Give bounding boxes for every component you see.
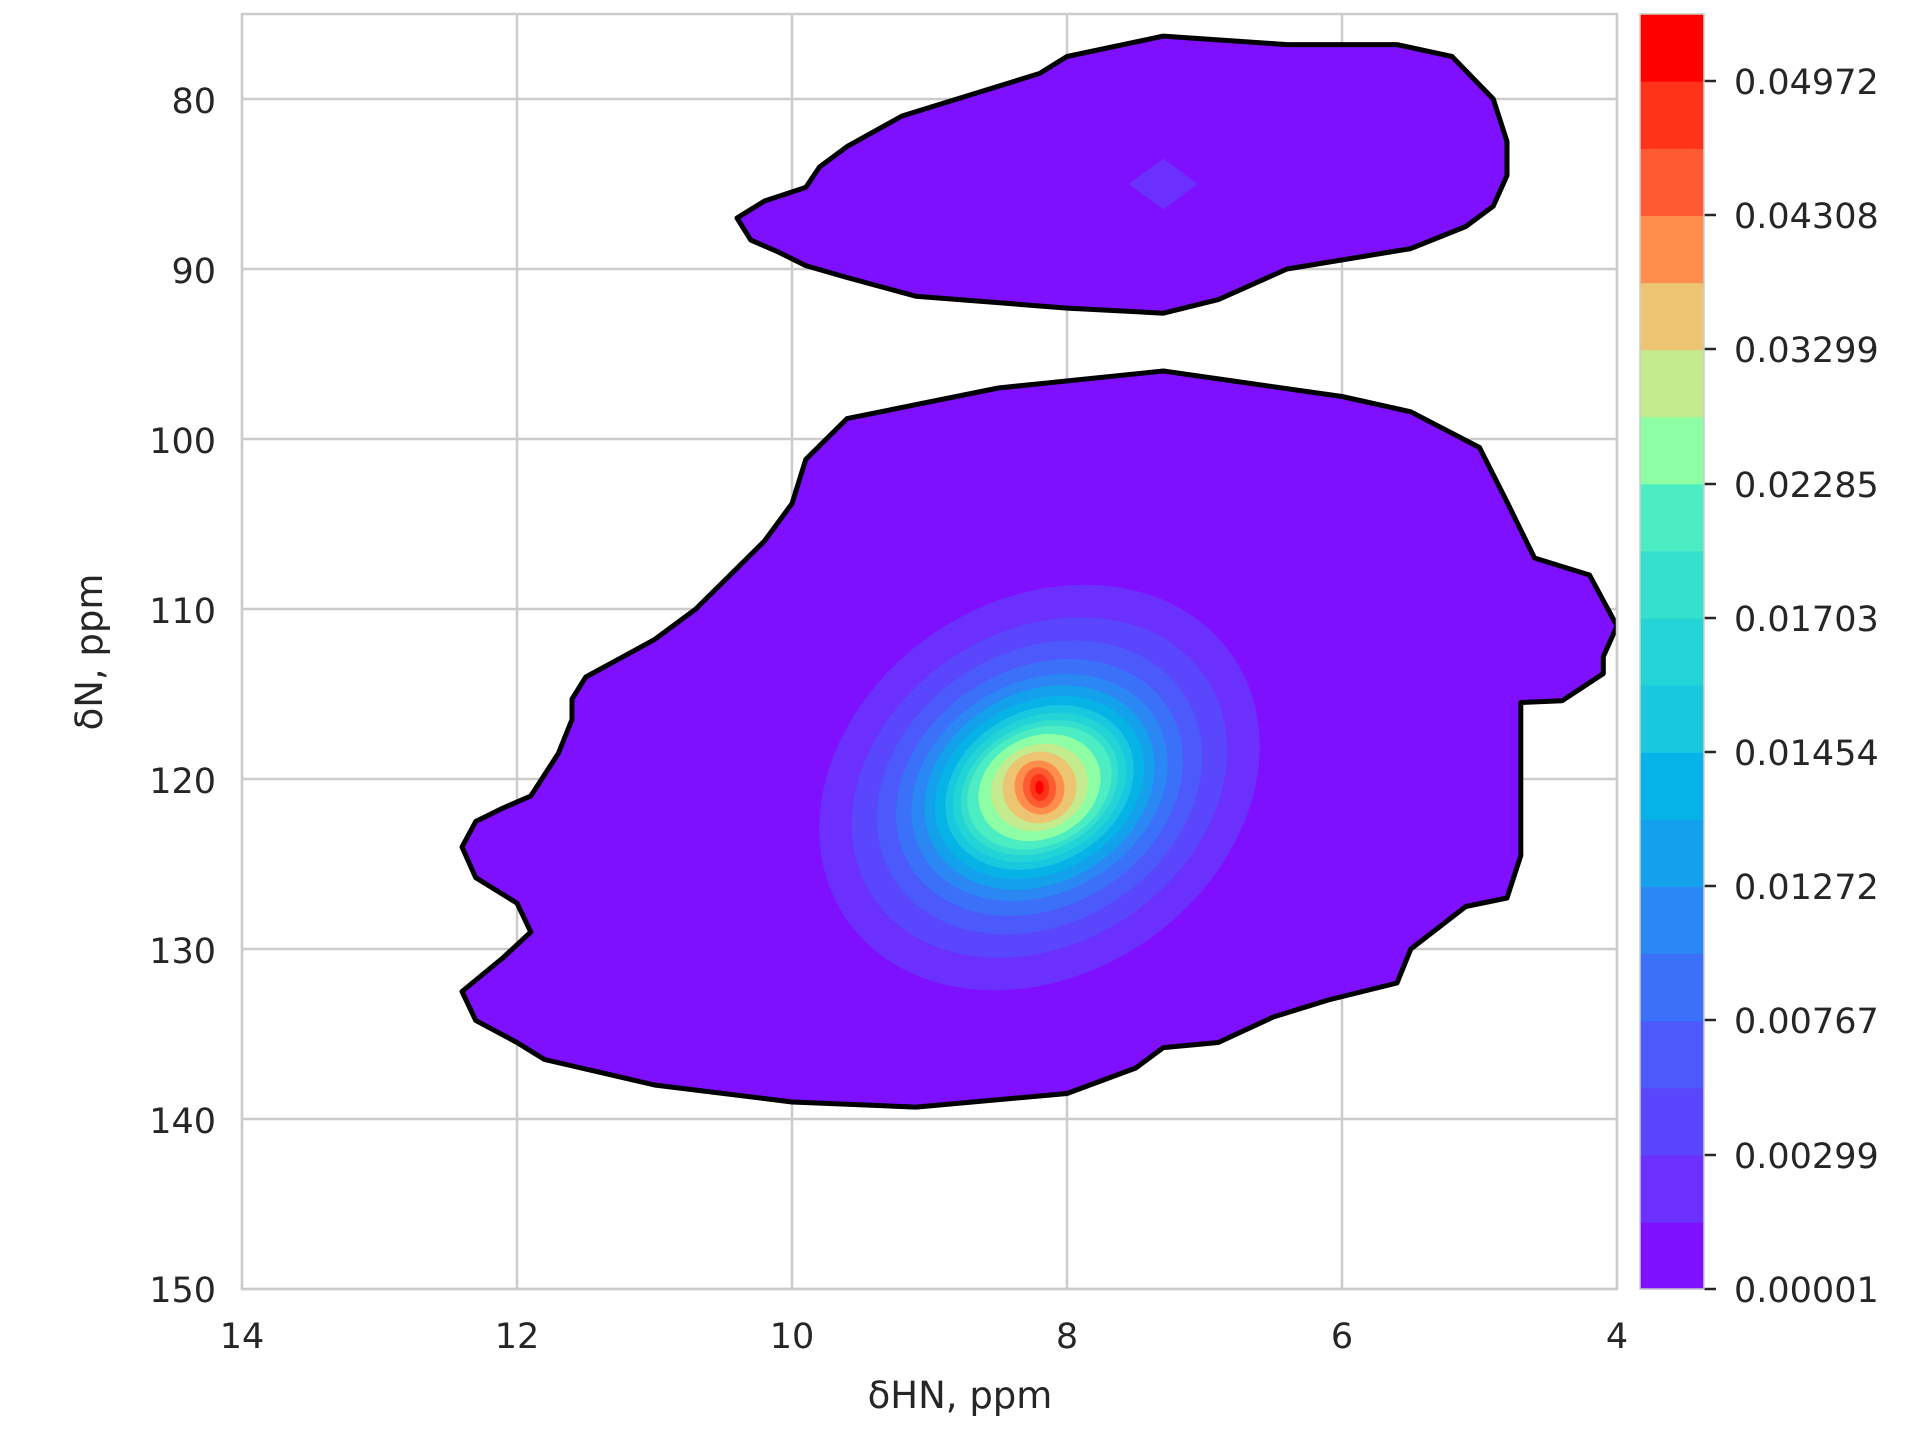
colorbar-band <box>1640 550 1704 619</box>
colorbar-band <box>1640 1154 1704 1223</box>
colorbar-band <box>1640 953 1704 1022</box>
colorbar-band <box>1640 685 1704 753</box>
colorbar-band <box>1640 14 1704 82</box>
colorbar-band <box>1640 1087 1704 1156</box>
colorbar-tick-label: 0.01454 <box>1734 734 1879 774</box>
colorbar-frame <box>1639 13 1705 1290</box>
upper-cluster-contour-level <box>1128 158 1198 210</box>
y-tick-label: 140 <box>149 1102 216 1142</box>
x-axis-label: δHN, ppm <box>868 1374 1053 1417</box>
y-tick-label: 110 <box>149 592 216 632</box>
colorbar-tick-label: 0.01703 <box>1734 600 1879 640</box>
contour-level <box>1035 780 1044 795</box>
x-tick-label: 6 <box>1331 1317 1353 1357</box>
colorbar-band <box>1640 148 1704 216</box>
y-tick-label: 130 <box>149 932 216 972</box>
x-tick-label: 14 <box>220 1317 265 1357</box>
colorbar-tick-label: 0.00001 <box>1734 1271 1879 1311</box>
colorbar-band <box>1640 282 1704 351</box>
colorbar-tick-label: 0.02285 <box>1734 466 1879 506</box>
y-tick-label: 120 <box>149 762 216 802</box>
colorbar-band <box>1640 416 1704 485</box>
colorbar-band <box>1640 349 1704 418</box>
y-tick-label: 100 <box>149 422 216 462</box>
colorbar-band <box>1640 81 1704 149</box>
upper-cluster-outline <box>734 33 1510 316</box>
y-tick-label: 80 <box>171 82 216 122</box>
colorbar <box>1640 14 1716 1291</box>
colorbar-tick-label: 0.03299 <box>1734 331 1879 371</box>
colorbar-band <box>1640 886 1704 955</box>
x-tick-label: 4 <box>1606 1317 1628 1357</box>
colorbar-tick-label: 0.01272 <box>1734 868 1879 908</box>
colorbar-tick-label: 0.04308 <box>1734 197 1879 237</box>
colorbar-band <box>1640 215 1704 284</box>
colorbar-band <box>1640 483 1704 552</box>
x-tick-label: 12 <box>495 1317 540 1357</box>
colorbar-band <box>1640 617 1704 686</box>
colorbar-band <box>1640 1221 1704 1290</box>
x-tick-label: 10 <box>770 1317 815 1357</box>
colorbar-tick-label: 0.04972 <box>1734 63 1879 103</box>
contour-layer <box>459 33 1617 1110</box>
colorbar-band <box>1640 819 1704 887</box>
x-tick-label: 8 <box>1056 1317 1078 1357</box>
y-tick-label: 150 <box>149 1271 216 1311</box>
plot-frame <box>240 12 1619 1291</box>
y-tick-label: 90 <box>171 252 216 292</box>
colorbar-band <box>1640 1020 1704 1089</box>
colorbar-tick-label: 0.00299 <box>1734 1137 1879 1177</box>
y-axis-label: δN, ppm <box>68 574 111 731</box>
colorbar-tick-label: 0.00767 <box>1734 1002 1879 1042</box>
colorbar-band <box>1640 752 1704 820</box>
